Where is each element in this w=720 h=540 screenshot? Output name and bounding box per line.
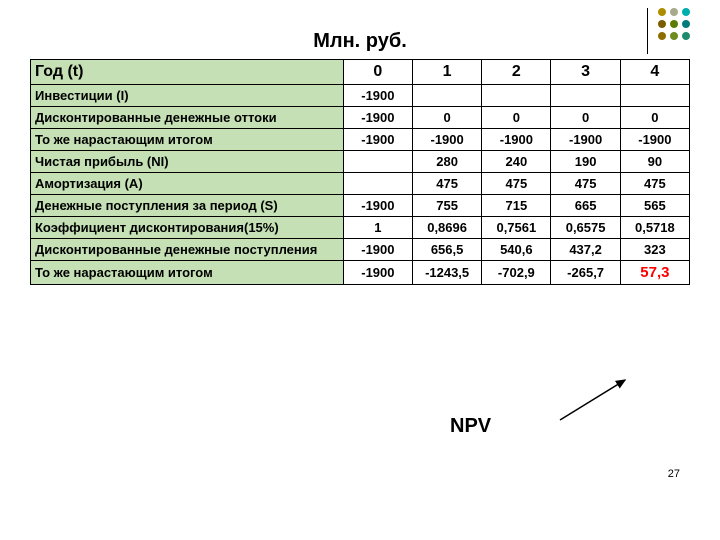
cell: -1900 <box>343 85 412 107</box>
npv-label: NPV <box>450 415 491 438</box>
row-label: Амортизация (A) <box>31 173 344 195</box>
cell: -1900 <box>343 261 412 285</box>
row-label: То же нарастающим итогом <box>31 261 344 285</box>
page-title: Млн. руб. <box>30 30 690 53</box>
cell: 755 <box>412 195 481 217</box>
cell: 0,8696 <box>412 217 481 239</box>
cell: 0,5718 <box>620 217 689 239</box>
cell <box>551 85 620 107</box>
cell: 323 <box>620 239 689 261</box>
cell: -1900 <box>343 239 412 261</box>
cell: -1900 <box>412 129 481 151</box>
cell: -1900 <box>343 129 412 151</box>
cell: 656,5 <box>412 239 481 261</box>
deco-dots <box>658 8 690 40</box>
cell: 0 <box>551 107 620 129</box>
col-header-3: 3 <box>551 60 620 85</box>
cell: 240 <box>482 151 551 173</box>
cell <box>620 85 689 107</box>
cell: 665 <box>551 195 620 217</box>
col-header-1: 1 <box>412 60 481 85</box>
cell: 475 <box>551 173 620 195</box>
npv-table: Год (t)01234Инвестиции (I)-1900Дисконтир… <box>30 59 690 285</box>
row-label: Инвестиции (I) <box>31 85 344 107</box>
cell: 715 <box>482 195 551 217</box>
col-header-label: Год (t) <box>31 60 344 85</box>
row-label: Чистая прибыль (NI) <box>31 151 344 173</box>
cell: -1243,5 <box>412 261 481 285</box>
row-label: Дисконтированные денежные поступления <box>31 239 344 261</box>
corner-decoration <box>647 8 690 54</box>
cell: 90 <box>620 151 689 173</box>
cell <box>343 151 412 173</box>
cell <box>343 173 412 195</box>
cell: 0 <box>412 107 481 129</box>
cell: -1900 <box>482 129 551 151</box>
cell: -1900 <box>620 129 689 151</box>
cell: -1900 <box>343 195 412 217</box>
col-header-4: 4 <box>620 60 689 85</box>
cell <box>482 85 551 107</box>
cell: 57,3 <box>620 261 689 285</box>
cell: 475 <box>620 173 689 195</box>
cell: 1 <box>343 217 412 239</box>
cell: -1900 <box>551 129 620 151</box>
cell: 190 <box>551 151 620 173</box>
cell: -1900 <box>343 107 412 129</box>
npv-arrow <box>555 375 645 425</box>
cell: 437,2 <box>551 239 620 261</box>
cell: -702,9 <box>482 261 551 285</box>
page-number: 27 <box>668 468 680 480</box>
cell: 0,7561 <box>482 217 551 239</box>
cell: 540,6 <box>482 239 551 261</box>
cell: 475 <box>412 173 481 195</box>
row-label: Дисконтированные денежные оттоки <box>31 107 344 129</box>
cell: -265,7 <box>551 261 620 285</box>
col-header-0: 0 <box>343 60 412 85</box>
cell: 565 <box>620 195 689 217</box>
row-label: Денежные поступления за период (S) <box>31 195 344 217</box>
cell: 0 <box>482 107 551 129</box>
cell: 475 <box>482 173 551 195</box>
cell <box>412 85 481 107</box>
cell: 0,6575 <box>551 217 620 239</box>
col-header-2: 2 <box>482 60 551 85</box>
row-label: То же нарастающим итогом <box>31 129 344 151</box>
cell: 280 <box>412 151 481 173</box>
deco-vline <box>647 8 648 54</box>
row-label: Коэффициент дисконтирования(15%) <box>31 217 344 239</box>
cell: 0 <box>620 107 689 129</box>
